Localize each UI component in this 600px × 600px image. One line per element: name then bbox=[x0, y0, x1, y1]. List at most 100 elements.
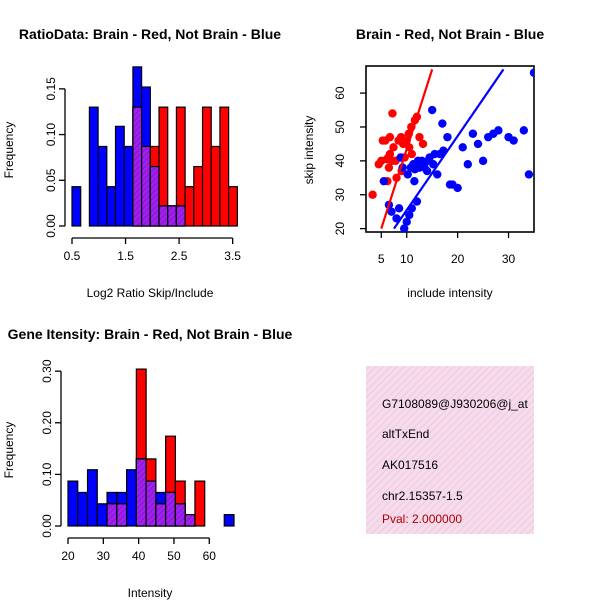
info-panel: G7108089@J930206@j_at altTxEnd AK017516 … bbox=[366, 366, 534, 534]
scatter-point-brain bbox=[415, 132, 424, 142]
scatter-point-not-brain bbox=[399, 224, 409, 232]
ratio-histogram-bar-not-brain bbox=[114, 125, 125, 227]
scatter-point-not-brain bbox=[443, 132, 452, 142]
ratio-histogram-bar-overlap bbox=[149, 165, 160, 227]
intensity-histogram-bar-overlap bbox=[184, 514, 196, 527]
ratio-histogram-y-tick-label: 0.05 bbox=[44, 168, 58, 192]
scatter-y-tick-label: 20 bbox=[333, 222, 347, 236]
ratio-histogram-bar-not-brain bbox=[71, 186, 82, 227]
info-panel-background bbox=[366, 366, 534, 534]
intensity-histogram-x-tick-label: 40 bbox=[132, 549, 146, 563]
scatter-point-not-brain bbox=[468, 129, 478, 138]
scatter-fit-line-not-brain bbox=[393, 68, 505, 230]
intensity-histogram-bar-overlap bbox=[155, 503, 167, 527]
scatter-point-brain bbox=[388, 109, 397, 118]
intensity-histogram-bar-not-brain bbox=[96, 503, 108, 527]
scatter-y-tick-label: 30 bbox=[333, 188, 347, 202]
scatter-point-not-brain bbox=[524, 170, 534, 179]
scatter-point-not-brain bbox=[509, 136, 518, 145]
ratio-histogram-bars bbox=[71, 66, 238, 227]
scatter-y-tick-label: 40 bbox=[333, 154, 347, 168]
scatter-ylabel: skip intensity bbox=[302, 116, 316, 185]
ratio-histogram-bar-brain bbox=[210, 145, 221, 227]
scatter-title: Brain - Red, Not Brain - Blue bbox=[356, 26, 544, 42]
scatter-y-tick-label: 60 bbox=[333, 86, 347, 100]
ratio-histogram-x-tick-label: 2.5 bbox=[171, 249, 188, 263]
scatter-panel: Brain - Red, Not Brain - Blue 5 10 20 30 20 3… bbox=[302, 26, 544, 300]
scatter-point-not-brain bbox=[410, 176, 419, 186]
intensity-histogram-x-tick-label: 30 bbox=[97, 549, 111, 563]
intensity-histogram-axes: 20 30 40 50 60 0.00 0.10 0.20 0.30 bbox=[40, 359, 216, 563]
intensity-histogram-bar-overlap bbox=[116, 503, 128, 527]
scatter-point-brain bbox=[407, 149, 417, 159]
scatter-point-not-brain bbox=[429, 160, 438, 169]
scatter-point-not-brain bbox=[463, 160, 473, 169]
intensity-histogram-ylabel: Frequency bbox=[2, 422, 16, 479]
ratio-histogram-bar-overlap bbox=[132, 106, 143, 227]
scatter-point-brain bbox=[385, 132, 395, 142]
scatter-point-not-brain bbox=[403, 170, 412, 179]
info-cluster: chr2.15357-1.5 bbox=[382, 489, 463, 503]
intensity-histogram-title: Gene Itensity: Brain - Red, Not Brain - … bbox=[8, 326, 293, 342]
scatter-point-not-brain bbox=[427, 105, 437, 115]
intensity-histogram-y-tick-label: 0.10 bbox=[40, 462, 54, 486]
ratio-histogram-panel: RatioData: Brain - Red, Not Brain - Blue… bbox=[2, 26, 281, 300]
intensity-histogram-bar-not-brain bbox=[67, 480, 79, 527]
scatter-point-not-brain bbox=[494, 126, 503, 135]
scatter-axes: 5 10 20 30 20 30 40 50 60 bbox=[333, 86, 516, 266]
scatter-point-not-brain bbox=[402, 217, 411, 227]
scatter-point-brain bbox=[418, 139, 428, 149]
intensity-histogram-y-tick-label: 0.00 bbox=[40, 514, 54, 538]
ratio-histogram-bar-not-brain bbox=[88, 106, 99, 227]
ratio-histogram-x-tick-label: 3.5 bbox=[224, 249, 241, 263]
scatter-point-not-brain bbox=[473, 139, 483, 149]
ratio-histogram-bar-not-brain bbox=[97, 145, 108, 227]
scatter-plot-area bbox=[368, 68, 534, 232]
ratio-histogram-x-tick-label: 1.5 bbox=[117, 249, 134, 263]
intensity-histogram-x-tick-label: 50 bbox=[167, 549, 181, 563]
scatter-xlabel: include intensity bbox=[407, 286, 492, 300]
intensity-histogram-bar-brain bbox=[194, 480, 206, 527]
info-gene-id: G7108089@J930206@j_at bbox=[382, 397, 528, 411]
info-event-type: altTxEnd bbox=[382, 427, 429, 441]
ratio-histogram-bar-overlap bbox=[167, 205, 178, 227]
scatter-point-not-brain bbox=[435, 149, 445, 159]
intensity-histogram-xlabel: Intensity bbox=[128, 586, 173, 600]
ratio-histogram-y-tick-label: 0.10 bbox=[44, 123, 58, 147]
scatter-point-brain bbox=[385, 149, 395, 159]
ratio-histogram-bar-not-brain bbox=[123, 145, 134, 227]
intensity-histogram-bars bbox=[67, 368, 235, 527]
scatter-point-not-brain bbox=[438, 119, 447, 128]
ratio-histogram-title: RatioData: Brain - Red, Not Brain - Blue bbox=[19, 26, 281, 42]
intensity-histogram-y-tick-label: 0.30 bbox=[40, 359, 54, 383]
ratio-histogram-y-tick-label: 0.15 bbox=[44, 77, 58, 101]
intensity-histogram-bar-overlap bbox=[106, 503, 118, 527]
intensity-histogram-y-tick-label: 0.20 bbox=[40, 411, 54, 435]
scatter-x-tick-label: 10 bbox=[400, 252, 414, 266]
info-accession: AK017516 bbox=[382, 458, 438, 472]
scatter-point-not-brain bbox=[394, 204, 404, 213]
scatter-point-brain bbox=[384, 163, 394, 172]
ratio-histogram-bar-overlap bbox=[141, 145, 151, 227]
intensity-histogram-x-tick-label: 20 bbox=[61, 549, 75, 563]
intensity-histogram-bar-overlap bbox=[135, 458, 147, 527]
scatter-point-not-brain bbox=[478, 156, 488, 166]
scatter-x-tick-label: 5 bbox=[378, 252, 385, 266]
intensity-histogram-bar-not-brain bbox=[77, 491, 89, 527]
ratio-histogram-x-tick-label: 0.5 bbox=[64, 249, 81, 263]
intensity-histogram-bar-not-brain bbox=[86, 469, 98, 527]
scatter-point-brain bbox=[389, 143, 398, 152]
scatter-point-not-brain bbox=[529, 68, 534, 77]
scatter-x-tick-label: 20 bbox=[451, 252, 465, 266]
scatter-point-not-brain bbox=[410, 165, 420, 174]
ratio-histogram-y-tick-label: 0.00 bbox=[44, 214, 58, 238]
ratio-histogram-bar-brain bbox=[219, 106, 230, 227]
scatter-fit-line-brain bbox=[380, 69, 434, 229]
scatter-point-not-brain bbox=[379, 176, 389, 186]
ratio-histogram-bar-brain bbox=[201, 106, 212, 227]
ratio-histogram-ylabel: Frequency bbox=[2, 122, 16, 179]
scatter-y-tick-label: 50 bbox=[333, 120, 347, 134]
intensity-histogram-panel: Gene Itensity: Brain - Red, Not Brain - … bbox=[2, 326, 293, 600]
ratio-histogram-bar-brain bbox=[228, 186, 238, 227]
